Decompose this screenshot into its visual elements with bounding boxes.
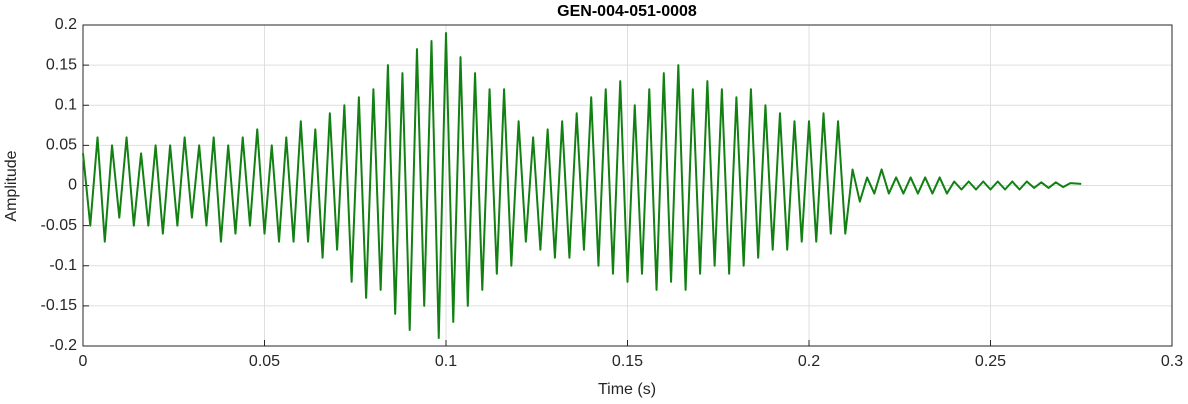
x-tick-label: 0.15 — [612, 353, 643, 370]
waveform-line — [82, 32, 1082, 339]
x-tick-label: 0.05 — [249, 353, 280, 370]
x-tick-label: 0.1 — [435, 353, 457, 370]
plot-frame — [82, 24, 1173, 347]
x-tick-label: 0 — [79, 353, 88, 370]
y-tick-label: 0.15 — [46, 56, 77, 73]
y-tick-label: 0.05 — [46, 137, 77, 154]
x-tick-label: 0.25 — [975, 353, 1006, 370]
y-tick-label: 0 — [68, 177, 77, 194]
y-axis-label: Amplitude — [3, 150, 20, 221]
chart-title: GEN-004-051-0008 — [557, 3, 697, 20]
x-tick-label: 0.2 — [798, 353, 820, 370]
y-tick-label: -0.2 — [49, 337, 77, 354]
x-axis-label: Time (s) — [598, 381, 656, 398]
y-tick-label: 0.2 — [55, 16, 77, 33]
x-tick-label: 0.3 — [1161, 353, 1183, 370]
y-tick-label: -0.1 — [49, 257, 77, 274]
y-tick-label: -0.05 — [41, 217, 78, 234]
y-tick-label: -0.15 — [41, 297, 78, 314]
y-tick-label: 0.1 — [55, 96, 77, 113]
